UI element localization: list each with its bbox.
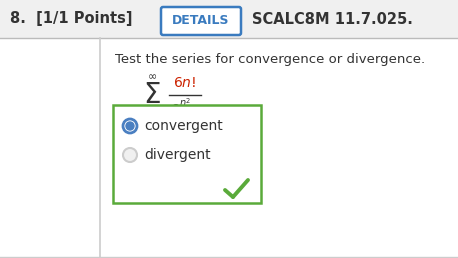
Text: 8.  [1/1 Points]: 8. [1/1 Points] [10, 12, 132, 27]
FancyBboxPatch shape [0, 0, 458, 38]
Text: n = 1: n = 1 [138, 107, 166, 117]
Text: DETAILS: DETAILS [172, 14, 230, 28]
Circle shape [123, 119, 137, 133]
Circle shape [123, 148, 137, 162]
Text: convergent: convergent [144, 119, 223, 133]
Circle shape [126, 122, 134, 130]
Text: divergent: divergent [144, 148, 211, 162]
Text: $e^{n^2}$: $e^{n^2}$ [170, 98, 192, 116]
Text: Test the series for convergence or divergence.: Test the series for convergence or diver… [115, 53, 425, 67]
Text: $\mathit{6n!}$: $\mathit{6n!}$ [174, 76, 196, 90]
Text: $\Sigma$: $\Sigma$ [143, 81, 161, 109]
FancyBboxPatch shape [113, 105, 261, 203]
FancyBboxPatch shape [161, 7, 241, 35]
Text: SCALC8M 11.7.025.: SCALC8M 11.7.025. [252, 12, 413, 27]
Text: ∞: ∞ [147, 72, 157, 82]
